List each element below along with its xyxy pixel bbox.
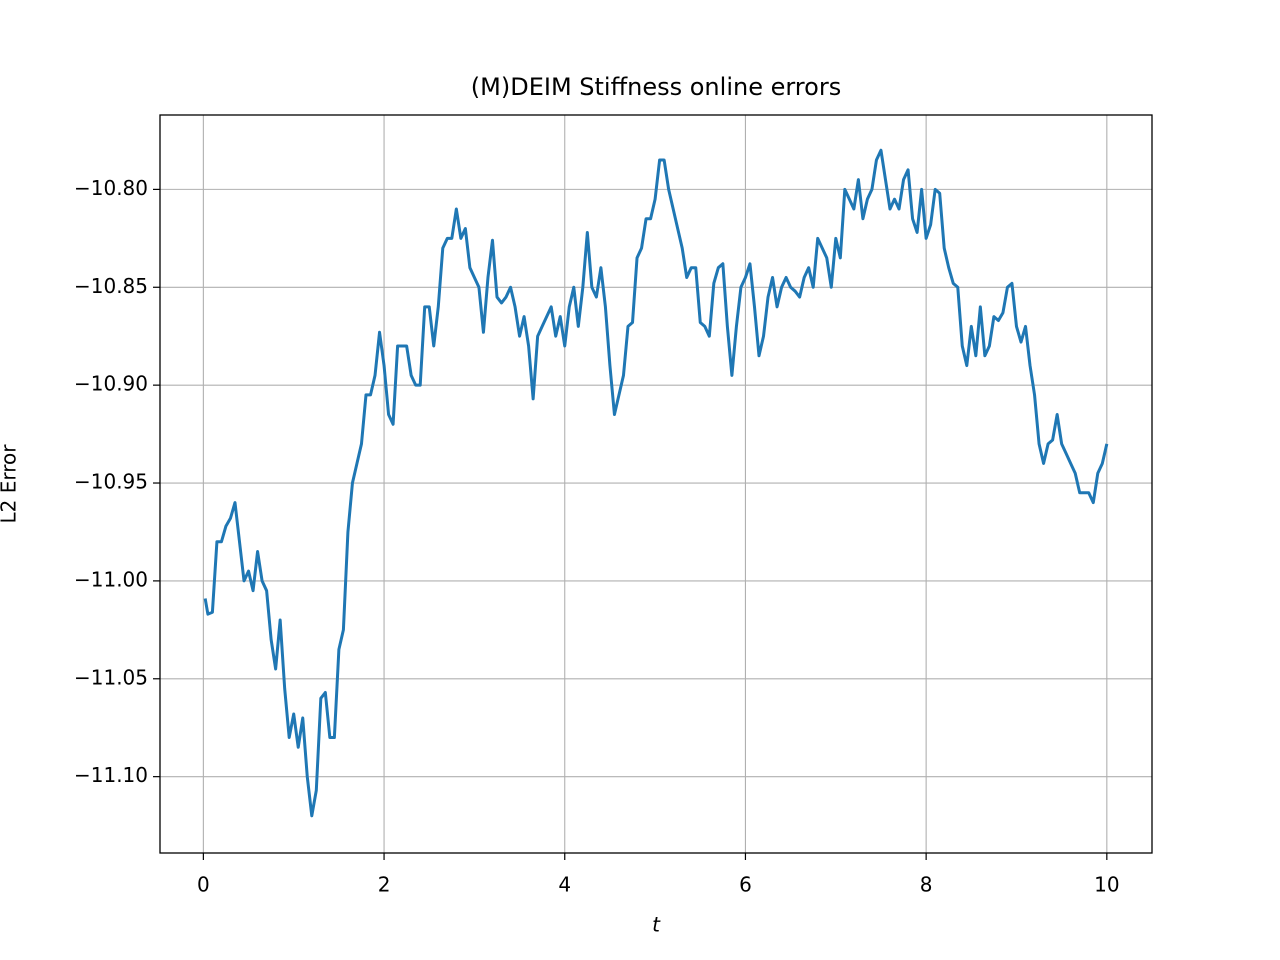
x-tick-label: 2: [378, 873, 391, 897]
x-tick-label: 10: [1094, 873, 1119, 897]
x-tick-label: 6: [739, 873, 752, 897]
x-tick-label: 8: [920, 873, 933, 897]
y-tick-label: −10.90: [74, 372, 148, 396]
plot-frame: [159, 114, 1153, 854]
data-line: [203, 148, 1109, 818]
x-tick-label: 0: [197, 873, 210, 897]
y-tick-label: −10.80: [74, 176, 148, 200]
y-tick-label: −11.05: [74, 665, 148, 689]
y-tick-label: −10.85: [74, 274, 148, 298]
y-tick-label: −11.00: [74, 567, 148, 591]
y-tick-label: −10.95: [74, 470, 148, 494]
chart-title: (M)DEIM Stiffness online errors: [471, 73, 841, 101]
x-tick-label: 4: [558, 873, 571, 897]
y-tick-label: −11.10: [74, 763, 148, 787]
x-axis-label: t: [652, 913, 661, 937]
y-axis-label: L2 Error: [0, 444, 21, 524]
